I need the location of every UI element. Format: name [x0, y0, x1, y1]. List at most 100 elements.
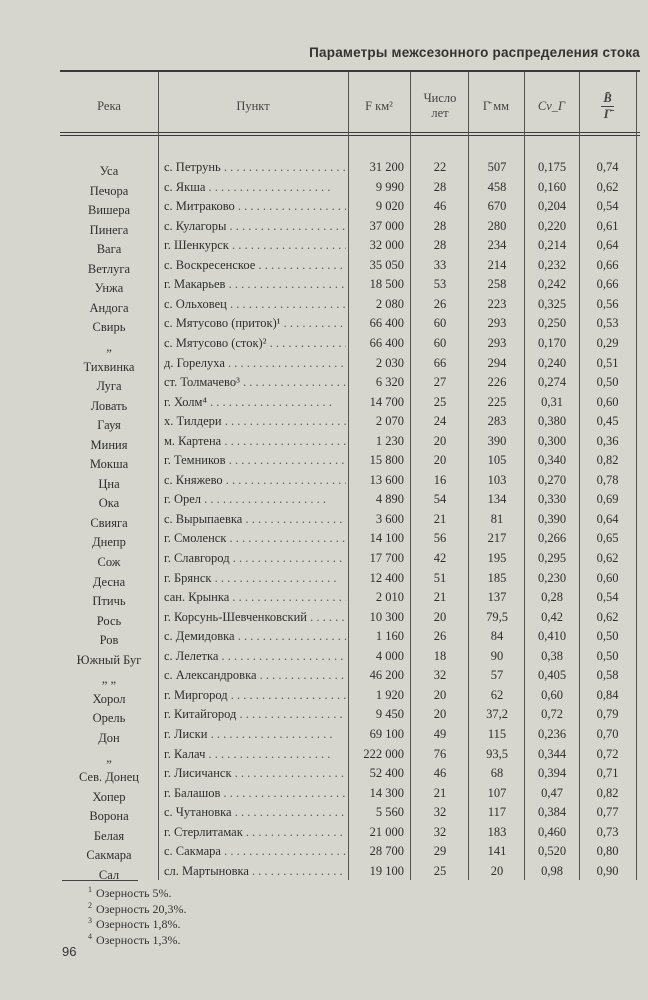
cell-area: 9 990 — [375, 179, 404, 194]
table-row: Ветлуга с. Воскресенское 35 050 33 214 0,232 0… — [60, 256, 640, 276]
cell-point: г. Китайгород — [164, 705, 346, 725]
column-divider — [524, 72, 525, 880]
cell-river: Сож — [97, 555, 121, 569]
column-divider — [158, 72, 159, 880]
cell-area: 32 000 — [369, 238, 404, 253]
cell-years: 49 — [433, 726, 447, 741]
cell-gamma: 93,5 — [486, 746, 508, 761]
cell-point: г. Темников — [164, 451, 346, 471]
cell-area: 4 890 — [375, 492, 404, 507]
cell-years: 60 — [433, 335, 447, 350]
cell-gamma: 293 — [487, 335, 507, 350]
table-row: Тихвинка д. Горелуха 2 030 66 294 0,240 0,51 — [60, 354, 640, 374]
cell-ratio: 0,82 — [596, 453, 619, 468]
cell-gamma: 79,5 — [486, 609, 508, 624]
cell-area: 21 000 — [369, 824, 404, 839]
table-row: Птичь сан. Крынка 2 010 21 137 0,28 0,54 — [60, 588, 640, 608]
cell-point: г. Балашов — [164, 784, 346, 804]
cell-ratio: 0,56 — [596, 296, 619, 311]
cell-river: Ров — [99, 633, 119, 648]
table-row: Мокша г. Темников 15 800 20 105 0,340 0,82 — [60, 451, 640, 471]
table-row: Пинега с. Кулагоры 37 000 28 280 0,220 0,61 — [60, 217, 640, 237]
cell-area: 37 000 — [369, 218, 404, 233]
table-row: Орель г. Китайгород 9 450 20 37,2 0,72 0,79 — [60, 705, 640, 725]
table-row: Ворона с. Чутановка 5 560 32 117 0,384 0,77 — [60, 803, 640, 823]
cell-river: Унжа — [94, 281, 124, 296]
cell-ratio: 0,79 — [596, 707, 619, 722]
cell-ratio: 0,51 — [596, 355, 619, 370]
cell-point: с. Сакмара — [164, 842, 346, 862]
table-row: Уса с. Петрунь 31 200 22 507 0,175 0,74 — [60, 158, 640, 178]
cell-point: г. Миргород — [164, 686, 346, 706]
cell-gamma: 37,2 — [486, 707, 508, 722]
cell-point: г. Орел — [164, 490, 346, 510]
cell-area: 2 030 — [375, 355, 404, 370]
cell-point: с. Митраково — [164, 197, 346, 217]
cell-years: 29 — [433, 844, 447, 859]
cell-ratio: 0,84 — [596, 687, 619, 702]
table-row: Хопер г. Балашов 14 300 21 107 0,47 0,82 — [60, 784, 640, 804]
cell-area: 10 300 — [369, 609, 404, 624]
cell-ratio: 0,69 — [596, 492, 619, 507]
cell-point: г. Смоленск — [164, 529, 346, 549]
cell-gamma: 84 — [490, 629, 504, 644]
cell-ratio: 0,78 — [596, 472, 619, 487]
cell-river: Орель — [92, 711, 126, 726]
cell-ratio: 0,82 — [596, 785, 619, 800]
cell-river: Вишера — [88, 203, 130, 218]
cell-area: 15 800 — [369, 453, 404, 468]
cell-years: 27 — [433, 375, 447, 390]
cell-years: 60 — [433, 316, 447, 331]
cell-years: 53 — [433, 277, 447, 292]
cell-gamma: 225 — [487, 394, 507, 409]
cell-cv: 0,344 — [537, 746, 567, 761]
cell-point: м. Картена — [164, 432, 346, 452]
cell-years: 46 — [433, 199, 447, 214]
cell-gamma: 107 — [487, 785, 507, 800]
cell-cv: 0,384 — [537, 805, 567, 820]
cell-years: 66 — [433, 355, 447, 370]
cell-point: г. Макарьев — [164, 275, 346, 295]
cell-river: Дон — [98, 730, 120, 745]
cell-area: 69 100 — [369, 726, 404, 741]
cell-point: с. Якша — [164, 178, 346, 198]
cell-area: 52 400 — [369, 766, 404, 781]
cell-area: 222 000 — [363, 746, 404, 761]
cell-years: 20 — [433, 707, 447, 722]
cell-years: 20 — [433, 433, 447, 448]
cell-point: ст. Толмачево³ — [164, 373, 346, 393]
cell-river: „ „ — [101, 672, 117, 687]
cell-years: 76 — [433, 746, 447, 761]
cell-cv: 0,410 — [537, 629, 567, 644]
cell-ratio: 0,50 — [596, 375, 619, 390]
cell-years: 22 — [433, 160, 447, 174]
cell-area: 2 080 — [375, 296, 404, 311]
cell-years: 42 — [433, 551, 447, 565]
column-divider — [348, 72, 349, 880]
table-row: Сал сл. Мартыновка 19 100 25 20 0,98 0,90 — [60, 862, 640, 882]
cell-cv: 0,270 — [537, 472, 567, 487]
cell-years: 33 — [433, 257, 447, 272]
cell-gamma: 217 — [487, 531, 507, 546]
cell-gamma: 183 — [487, 824, 507, 839]
cell-area: 19 100 — [369, 863, 404, 878]
cell-ratio: 0,72 — [596, 746, 619, 761]
cell-ratio: 0,77 — [596, 805, 619, 820]
table-row: Гауя х. Тилдери 2 070 24 283 0,380 0,45 — [60, 412, 640, 432]
cell-gamma: 390 — [487, 433, 507, 448]
cell-cv: 0,42 — [541, 609, 563, 624]
cell-point: г. Калач — [164, 745, 346, 765]
header-cv: Cv_Г — [537, 98, 566, 113]
cell-gamma: 141 — [487, 844, 507, 859]
cell-gamma: 68 — [490, 766, 504, 781]
header-gamma: Г̄ мм — [482, 98, 510, 113]
cell-ratio: 0,71 — [596, 766, 619, 781]
cell-ratio: 0,66 — [596, 277, 619, 292]
table-row: „ г. Калач 222 000 76 93,5 0,344 0,72 — [60, 745, 640, 765]
cell-river: Рось — [96, 613, 122, 628]
cell-gamma: 115 — [487, 726, 507, 741]
cell-point: с. Кулагоры — [164, 217, 346, 237]
ratio-denominator: Г̄ — [603, 106, 612, 121]
cell-years: 20 — [433, 687, 447, 702]
cell-gamma: 137 — [487, 590, 507, 605]
